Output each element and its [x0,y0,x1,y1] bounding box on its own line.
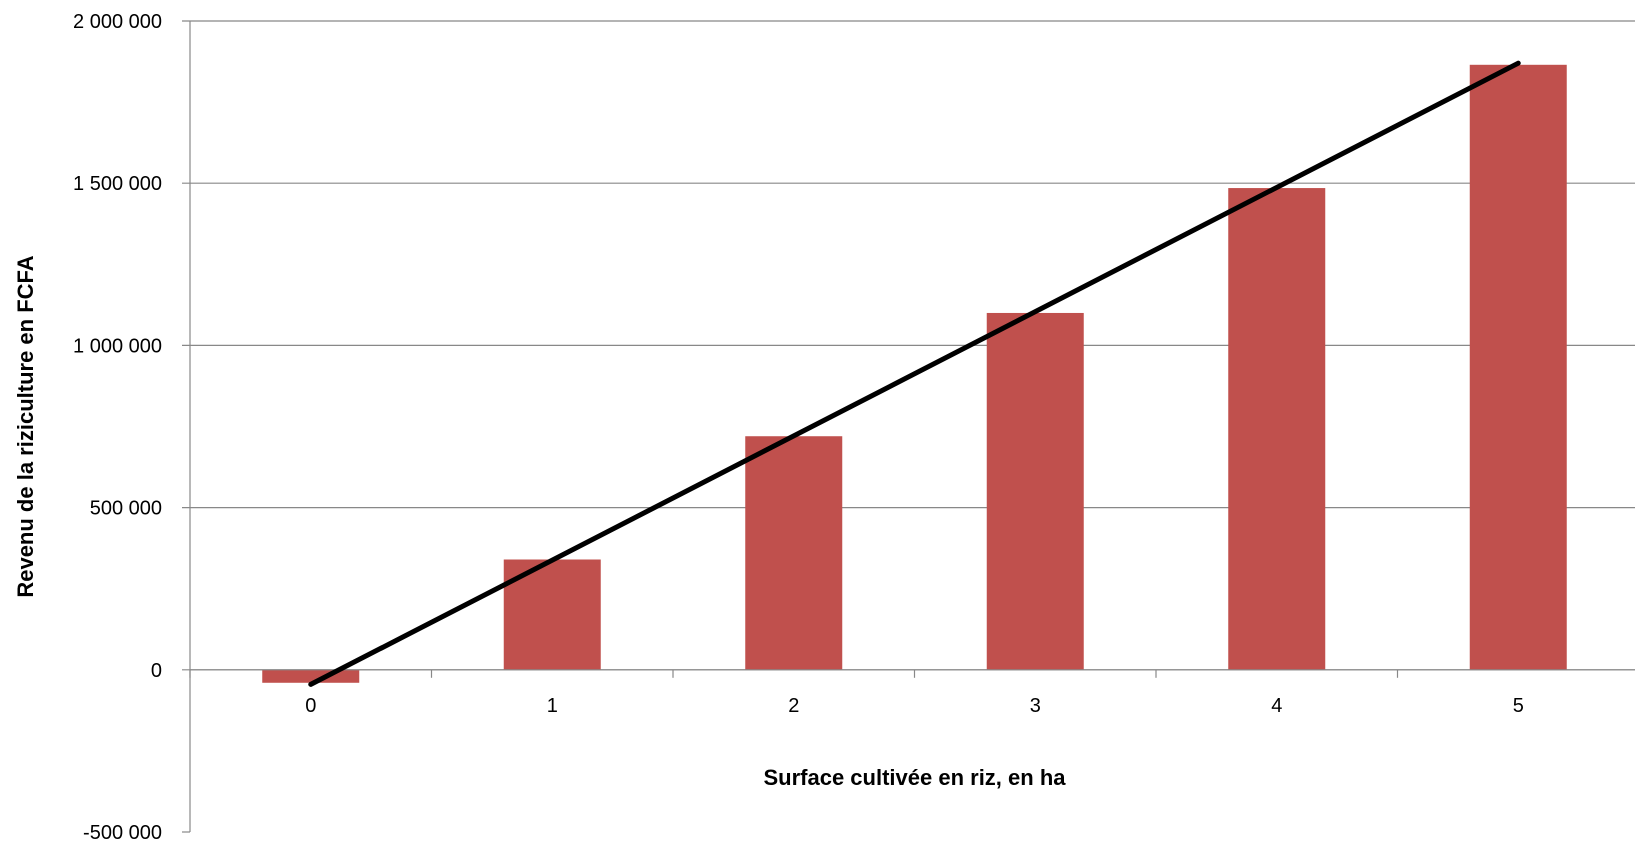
bars [262,64,1567,683]
bar [745,436,843,670]
bar [262,669,360,683]
x-tick-label: 2 [788,695,799,717]
trendline [308,60,1521,687]
bar [986,312,1084,670]
x-tick-label: 3 [1030,695,1041,717]
y-tick-labels: -500 000 0 500 000 1 000 000 1 500 000 2 000 … [73,11,162,842]
x-tick-label: 4 [1271,695,1282,717]
y-axis-title: Revenu de la riziculture en FCFA [13,255,38,597]
y-tick-label: 1 000 000 [73,335,162,357]
y-tick-label: 0 [151,660,162,682]
bar [1469,64,1567,670]
y-tick-label: 2 000 000 [73,11,162,33]
bar [1228,188,1326,670]
gridlines [182,20,1635,833]
x-axis-title: Surface cultivée en riz, en ha [763,765,1066,790]
x-tick-labels: 0 1 2 3 4 5 [305,695,1524,717]
y-tick-label: 1 500 000 [73,173,162,195]
x-tick-label: 1 [547,695,558,717]
axes [189,21,1635,832]
y-tick-label: -500 000 [83,822,162,842]
y-tick-label: 500 000 [90,498,162,520]
trendline-group [308,60,1521,687]
x-tick-label: 0 [305,695,316,717]
x-tick-label: 5 [1513,695,1524,717]
